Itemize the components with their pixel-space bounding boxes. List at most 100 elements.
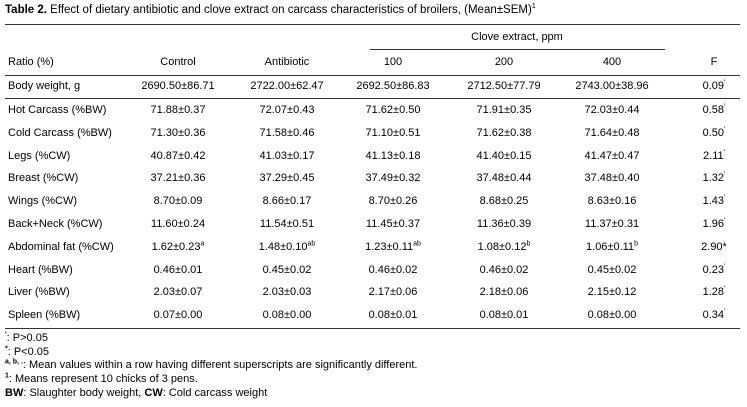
abbreviation-text: : Slaughter body weight, [23, 387, 145, 399]
cell: 37.29±0.45 [259, 172, 315, 185]
row-label: Body weight, g [8, 80, 81, 92]
cell-sup: ' [723, 148, 725, 156]
footnote: a, b, .: Mean values within a row having… [5, 358, 418, 372]
abbreviation-term: BW [5, 387, 24, 399]
cell: 0.45±0.02 [262, 263, 312, 276]
cell-sup: ' [724, 217, 726, 225]
cell: 72.03±0.44 [584, 104, 640, 116]
cell-value: 0.23 [702, 263, 725, 276]
cell-sup: b [526, 240, 531, 248]
cell: 1.08±0.12b [449, 240, 559, 254]
cell: 2.11' [659, 148, 747, 163]
cell: 1.62±0.23a [123, 240, 233, 254]
cell: 0.34' [659, 309, 747, 322]
cell: 2.03±0.07 [153, 286, 203, 299]
cell: 0.08±0.01 [368, 309, 418, 322]
cell: 41.40±0.15 [476, 149, 532, 162]
cell: 11.36±0.39 [476, 218, 532, 230]
cell: 8.70±0.09 [153, 195, 203, 208]
row-label: Spleen (%BW) [8, 309, 81, 322]
cell: 0.08±0.00 [262, 309, 312, 322]
cell: 2.90* [701, 240, 727, 253]
column-header: 400 [602, 56, 622, 68]
row-label: Wings (%CW) [8, 195, 78, 208]
cell-sup: ' [724, 308, 726, 316]
cell: 41.03±0.17 [259, 149, 315, 162]
cell: 0.46±0.02 [479, 263, 529, 276]
footnote-text: : P>0.05 [6, 332, 48, 344]
cell-value: 0.58 [702, 104, 725, 116]
cell: 0.09' [659, 79, 747, 93]
cell: 1.23±0.11ab [338, 240, 448, 254]
cell: 2.18±0.06 [479, 286, 529, 299]
cell: 1.43' [659, 195, 747, 208]
column-header: Control [160, 56, 196, 68]
cell-value: 1.43 [702, 195, 725, 208]
cell-sup: ab [413, 240, 421, 248]
footnote-text: : Means represent 10 chicks of 3 pens. [8, 372, 198, 385]
cell: 11.60±0.24 [150, 218, 206, 230]
cell-sup: ' [724, 171, 726, 179]
cell-sup: ' [724, 126, 726, 134]
cell: 2.03±0.03 [262, 286, 312, 299]
cell-value: 1.62±0.23 [151, 240, 201, 253]
cell-value: 1.08±0.12 [477, 240, 527, 253]
cell: 37.21±0.36 [150, 172, 206, 185]
cell: 41.47±0.47 [584, 149, 640, 162]
cell: 71.91±0.35 [476, 104, 532, 116]
cell-value: 1.96 [702, 218, 725, 230]
cell: 71.64±0.48 [584, 126, 640, 139]
header-rule [5, 75, 740, 76]
footnote-mark: * [5, 344, 8, 352]
cell-value: 1.48±0.10 [258, 240, 308, 253]
cell: 37.48±0.44 [476, 172, 532, 185]
cell: 71.30±0.36 [150, 126, 206, 139]
cell: 0.45±0.02 [587, 263, 637, 276]
cell-value: 0.50 [702, 126, 725, 139]
top-rule [5, 24, 740, 25]
cell-sup: ab [307, 240, 316, 248]
cell-sup: ' [724, 79, 726, 87]
cell: 2743.00±38.96 [575, 80, 649, 92]
row-label: Cold Carcass (%BW) [8, 126, 112, 139]
cell: 37.49±0.32 [365, 172, 421, 185]
footnote-text: : P<0.05 [7, 345, 50, 358]
group-rule [370, 49, 665, 50]
cell: 1.48±0.10ab [232, 240, 342, 254]
row-label: Liver (%BW) [8, 286, 70, 299]
cell: 0.46±0.02 [368, 263, 418, 276]
cell: 0.46±0.01 [153, 263, 203, 276]
title-sup: 1 [531, 3, 536, 11]
cell: 11.45±0.37 [365, 218, 421, 230]
cell: 2690.50±86.71 [141, 80, 215, 92]
cell: 1.96' [659, 217, 747, 231]
cell: 2692.50±86.83 [356, 80, 430, 92]
row-label: Back+Neck (%CW) [8, 218, 103, 230]
cell: 0.58' [659, 103, 747, 117]
cell-value: 1.28 [702, 286, 725, 299]
cell: 41.13±0.18 [365, 149, 421, 162]
cell: 2.15±0.12 [587, 286, 637, 299]
cell: 1.06±0.11b [557, 240, 667, 254]
cell-sup: ' [724, 103, 726, 111]
cell-value: 0.09 [702, 80, 725, 92]
footnote: *: P<0.05 [5, 344, 50, 359]
footnote: ': P>0.05 [5, 331, 48, 345]
footnote-mark: 1 [5, 371, 9, 379]
cell-value: 1.23±0.11 [365, 240, 414, 253]
footnote-text: : Mean values within a row having differ… [22, 359, 418, 371]
cell-value: 0.34 [702, 309, 725, 322]
cell: 72.07±0.43 [259, 104, 315, 116]
cell: 71.62±0.50 [365, 104, 421, 116]
cell: 0.23' [659, 263, 747, 277]
cell: 11.37±0.31 [584, 218, 640, 230]
cell: 8.68±0.25 [479, 195, 529, 208]
column-header: F [710, 56, 718, 68]
cell: 0.08±0.01 [479, 309, 529, 322]
footnote-mark: ' [5, 331, 7, 339]
column-header: Antibiotic [264, 56, 310, 68]
table-title: Table 2. Effect of dietary antibiotic an… [5, 3, 536, 17]
abbreviations: BW: Slaughter body weight, CW: Cold carc… [5, 387, 267, 400]
cell-value: 1.32 [702, 172, 725, 185]
cell-value: 1.06±0.11 [586, 240, 635, 253]
